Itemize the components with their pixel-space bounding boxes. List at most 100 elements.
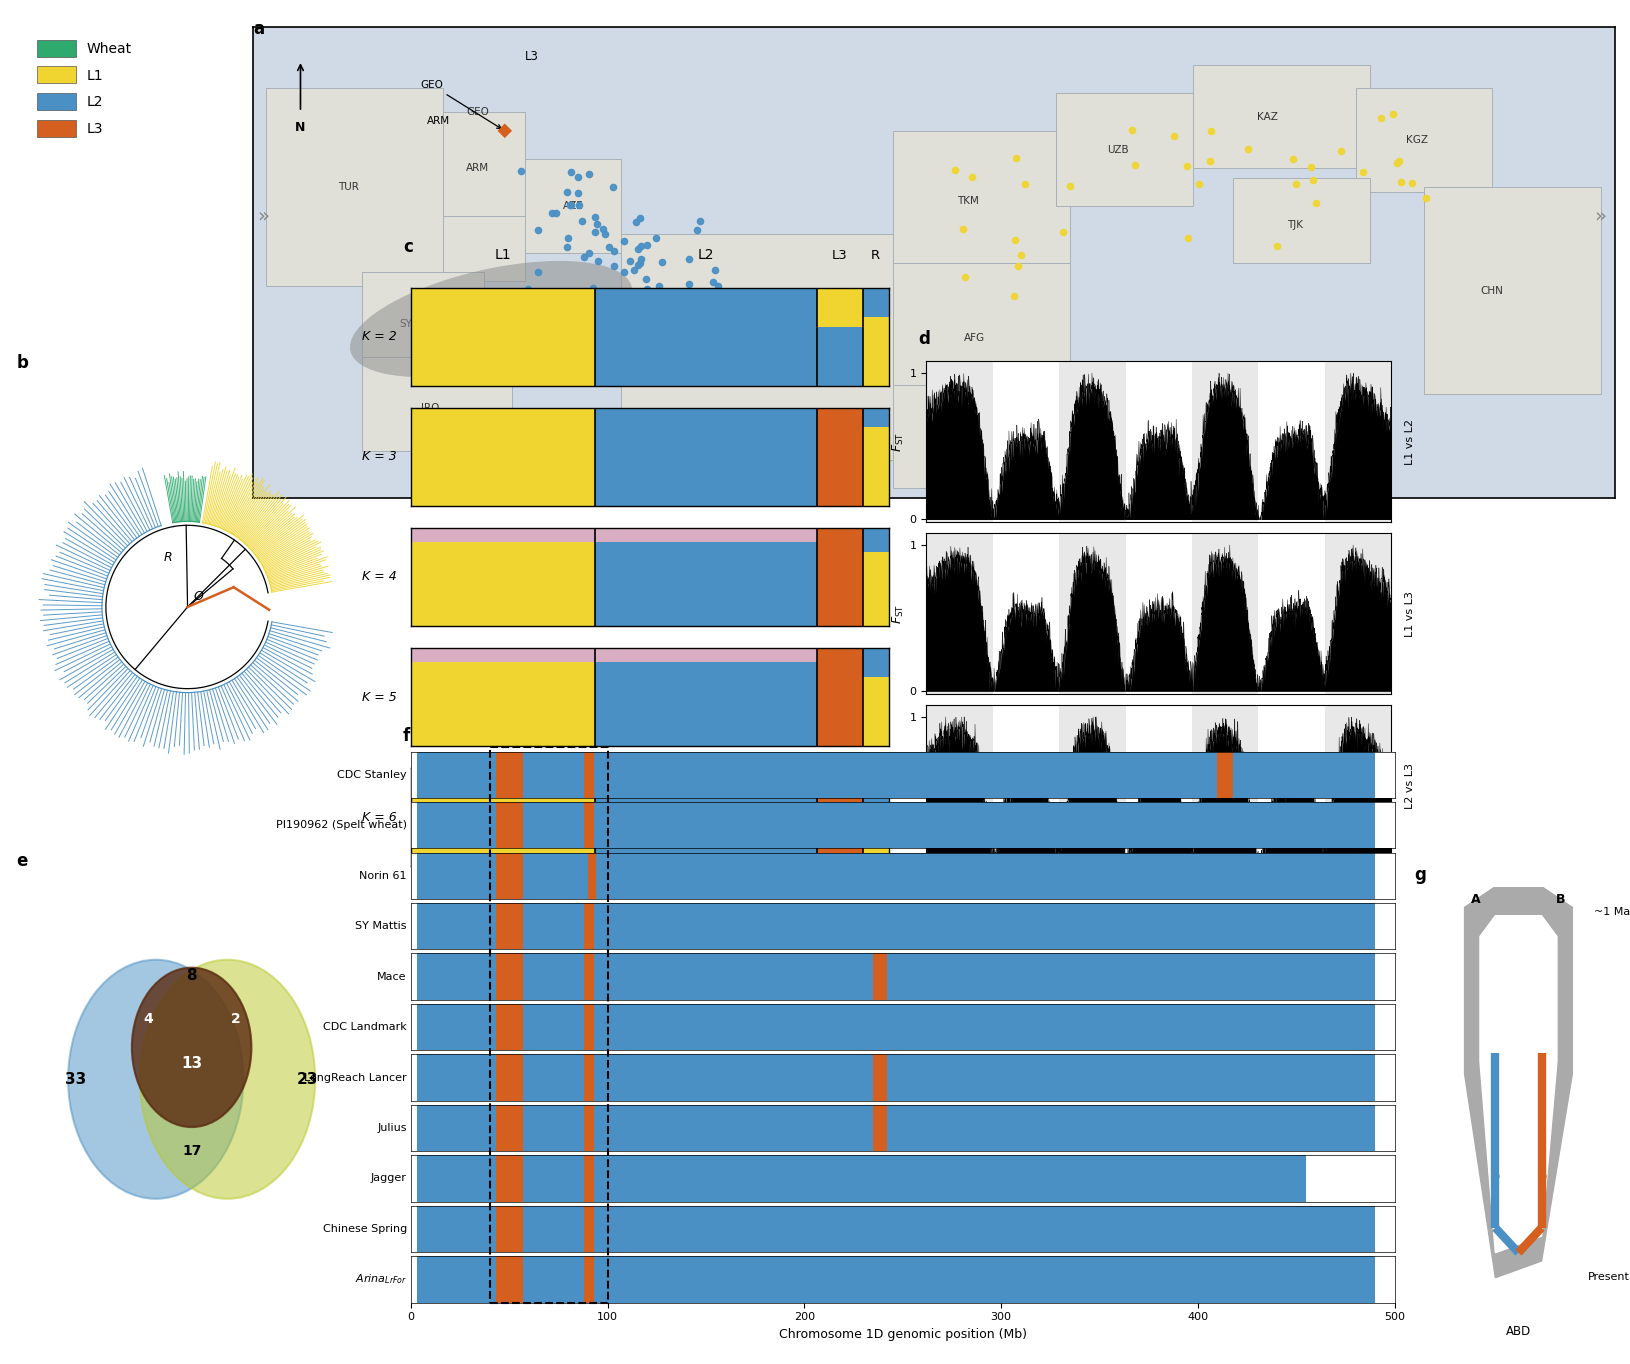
Bar	[619, 235, 892, 460]
Point	[1281, 173, 1307, 195]
Text: GEO: GEO	[466, 106, 489, 117]
Point	[1174, 155, 1200, 177]
Bar	[588, 852, 595, 899]
Point	[1386, 150, 1412, 172]
Point	[584, 213, 610, 235]
Point	[582, 206, 608, 228]
Text: 23: 23	[297, 1072, 318, 1087]
Text: ~1 Ma: ~1 Ma	[1593, 907, 1628, 918]
Point	[645, 281, 672, 303]
Bar	[1374, 1004, 1394, 1050]
Bar	[1125, 361, 1192, 522]
Point	[554, 228, 580, 250]
Point	[1175, 228, 1201, 250]
Bar	[496, 953, 523, 1000]
Point	[701, 259, 727, 281]
Bar	[496, 1004, 523, 1050]
Point	[515, 278, 541, 300]
Point	[958, 166, 985, 188]
Point	[1185, 173, 1211, 195]
Text: KGZ: KGZ	[1405, 135, 1428, 145]
Ellipse shape	[68, 960, 243, 1199]
Point	[491, 120, 517, 142]
Bar	[411, 1155, 417, 1202]
Point	[942, 160, 968, 181]
Point	[1161, 124, 1187, 146]
Text: D: D	[1535, 1172, 1545, 1184]
Point	[579, 277, 605, 299]
Point	[554, 236, 580, 258]
Bar	[411, 1256, 417, 1303]
Bar	[1355, 89, 1491, 192]
Bar	[411, 752, 417, 798]
Point	[611, 231, 637, 252]
Point	[704, 276, 730, 297]
Point	[649, 251, 675, 273]
Text: a: a	[253, 20, 264, 38]
Point	[675, 334, 701, 356]
Text: g: g	[1413, 866, 1425, 884]
Point	[623, 211, 649, 233]
Text: 33: 33	[65, 1072, 86, 1087]
Bar	[817, 768, 862, 866]
Text: GEO: GEO	[421, 80, 500, 128]
Text: R: R	[870, 250, 880, 262]
Y-axis label: $F_{\mathrm{ST}}$: $F_{\mathrm{ST}}$	[890, 432, 905, 451]
Text: b: b	[16, 355, 28, 372]
Bar	[1374, 802, 1394, 848]
Bar	[411, 408, 595, 506]
Y-axis label: SY Mattis: SY Mattis	[355, 921, 406, 932]
Bar	[926, 533, 993, 694]
Text: »: »	[258, 206, 269, 225]
Point	[1196, 150, 1222, 172]
Point	[590, 282, 616, 304]
Point	[554, 181, 580, 203]
Point	[624, 239, 650, 261]
Point	[1012, 173, 1038, 195]
Point	[592, 222, 618, 244]
Point	[566, 166, 592, 188]
Bar	[411, 903, 417, 949]
Point	[566, 181, 592, 203]
Bar	[1058, 533, 1125, 694]
Polygon shape	[1464, 887, 1571, 1278]
Text: f: f	[403, 727, 409, 745]
Point	[1050, 221, 1076, 243]
Bar	[862, 802, 888, 866]
Bar	[817, 528, 862, 626]
Point	[952, 266, 978, 288]
Bar	[595, 648, 817, 662]
Bar	[872, 1054, 887, 1101]
Bar	[1232, 177, 1369, 262]
Point	[675, 248, 701, 270]
Text: N: N	[295, 121, 305, 134]
Bar	[1374, 852, 1394, 899]
Point	[626, 252, 652, 274]
Point	[1297, 155, 1324, 177]
Bar	[817, 327, 862, 386]
Bar	[1192, 533, 1258, 694]
Point	[949, 218, 975, 240]
Bar	[496, 1256, 523, 1303]
Bar	[411, 288, 595, 386]
Bar	[496, 903, 523, 949]
Point	[1196, 120, 1222, 142]
Point	[1299, 169, 1325, 191]
Text: TJK: TJK	[1286, 220, 1302, 231]
Text: 4: 4	[143, 1012, 153, 1027]
Point	[585, 250, 611, 271]
Text: 8: 8	[186, 968, 197, 983]
Bar	[595, 528, 817, 542]
Point	[1121, 154, 1148, 176]
Bar	[584, 802, 593, 848]
Y-axis label: $F_{\mathrm{ST}}$: $F_{\mathrm{ST}}$	[890, 776, 905, 795]
Bar	[1192, 705, 1258, 866]
Point	[634, 278, 660, 300]
Point	[699, 271, 725, 293]
Bar	[496, 752, 523, 798]
X-axis label: Chromosome 1D genomic position (Mb): Chromosome 1D genomic position (Mb)	[778, 1329, 1027, 1341]
Text: TKM: TKM	[957, 196, 978, 206]
Point	[1280, 147, 1306, 169]
Text: K = 2: K = 2	[362, 330, 396, 344]
Bar	[411, 1206, 417, 1252]
